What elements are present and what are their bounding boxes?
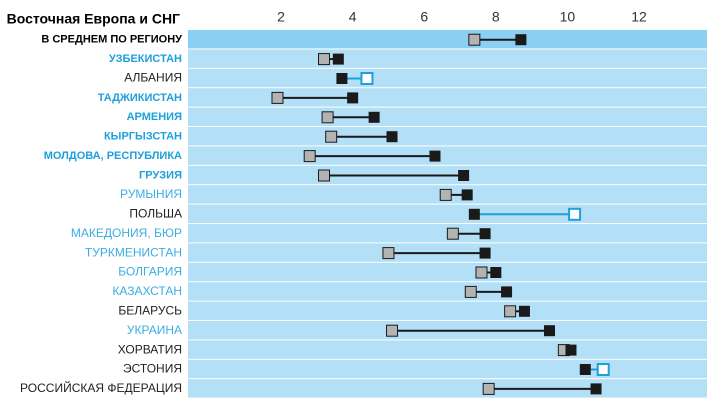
row-label: РУМЫНИЯ	[120, 187, 182, 201]
marker-end	[590, 383, 602, 395]
marker-start	[568, 207, 582, 221]
row-label: МАКЕДОНИЯ, БЮР	[71, 226, 182, 240]
row-label: АРМЕНИЯ	[127, 111, 182, 123]
row-label: МОЛДОВА, РЕСПУБЛИКА	[44, 150, 182, 162]
row-label: КАЗАХСТАН	[112, 284, 182, 298]
marker-end	[544, 325, 556, 337]
marker-start	[321, 111, 334, 124]
row-band	[188, 379, 707, 398]
marker-start	[318, 169, 331, 182]
marker-end	[332, 53, 344, 65]
row-label: АЛБАНИЯ	[124, 71, 182, 85]
marker-start	[475, 266, 488, 279]
marker-end	[468, 208, 480, 220]
x-tick-label: 12	[631, 9, 647, 25]
row-band	[188, 359, 707, 379]
x-tick-label: 4	[349, 9, 357, 25]
marker-start	[360, 72, 374, 85]
marker-end	[579, 364, 591, 375]
row-label: ПОЛЬША	[129, 206, 182, 220]
row-label: ТУРКМЕНИСТАН	[85, 245, 182, 259]
row-band	[188, 107, 707, 126]
marker-end	[347, 92, 359, 104]
row-label: ЭСТОНИЯ	[123, 362, 182, 376]
row-label: УЗБЕКИСТАН	[109, 53, 182, 65]
row-band	[188, 30, 707, 49]
row-band	[188, 340, 707, 359]
marker-end	[490, 267, 502, 278]
marker-start	[596, 363, 610, 376]
row-band	[188, 262, 707, 282]
x-tick-label: 10	[560, 9, 576, 25]
marker-end	[515, 34, 527, 46]
row-label: ТАДЖИКИСТАН	[98, 92, 182, 104]
marker-end	[518, 305, 530, 317]
x-tick-label: 2	[277, 9, 285, 25]
row-band	[188, 204, 707, 223]
x-tick-label: 8	[492, 9, 500, 25]
marker-end	[461, 189, 473, 201]
row-band	[188, 146, 707, 165]
row-label: ГРУЗИЯ	[139, 169, 182, 181]
marker-start	[325, 130, 338, 143]
row-band	[188, 49, 707, 68]
row-label: ХОРВАТИЯ	[118, 342, 182, 356]
row-label: УКРАИНА	[127, 323, 182, 337]
marker-end	[458, 170, 470, 181]
row-label: РОССИЙСКАЯ ФЕДЕРАЦИЯ	[20, 380, 182, 395]
row-band	[188, 88, 707, 107]
x-tick-label: 6	[420, 9, 428, 25]
chart-title: Восточная Европа и СНГ	[7, 11, 180, 27]
marker-start	[464, 285, 477, 298]
marker-start	[318, 53, 331, 66]
marker-start	[468, 33, 481, 46]
marker-start	[271, 91, 284, 104]
marker-start	[482, 382, 495, 395]
marker-end	[336, 73, 348, 84]
row-band	[188, 127, 707, 146]
row-band	[188, 68, 707, 88]
row-band	[188, 282, 707, 301]
marker-start	[386, 324, 399, 337]
row-label: КЫРГЫЗСТАН	[104, 131, 182, 143]
marker-start	[446, 227, 459, 240]
marker-end	[565, 344, 577, 356]
marker-end	[479, 247, 491, 259]
row-label: В СРЕДНЕМ ПО РЕГИОНУ	[41, 34, 182, 46]
marker-end	[429, 150, 441, 162]
marker-start	[439, 188, 452, 201]
row-label: БОЛГАРИЯ	[118, 265, 182, 279]
marker-end	[368, 111, 380, 123]
marker-start	[382, 247, 395, 260]
marker-end	[501, 286, 513, 298]
marker-start	[303, 150, 316, 163]
row-label: БЕЛАРУСЬ	[118, 303, 182, 317]
marker-start	[504, 305, 517, 318]
marker-end	[386, 131, 398, 143]
marker-end	[479, 228, 491, 240]
row-band	[188, 301, 707, 320]
